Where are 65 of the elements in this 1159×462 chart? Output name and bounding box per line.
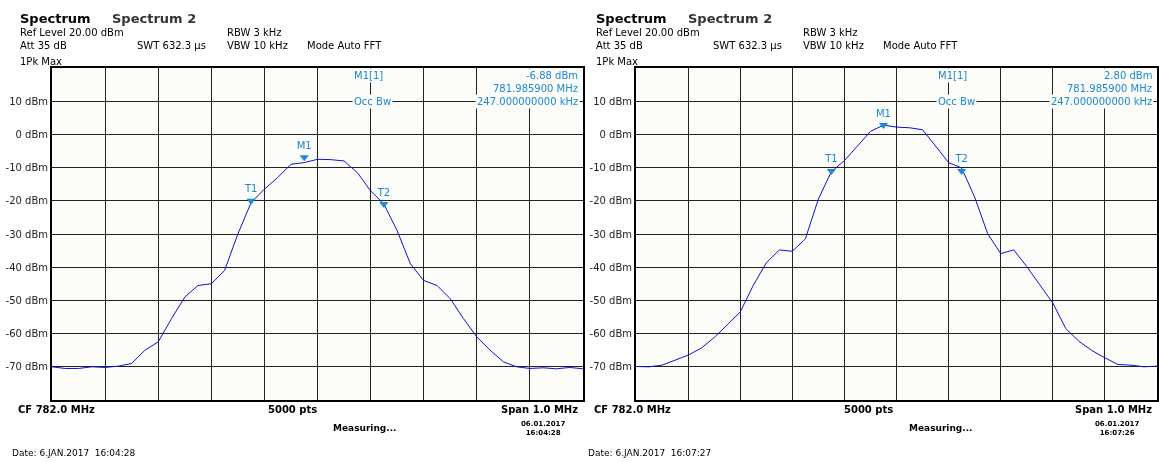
text: Ref Level 20.00 dBm (596, 27, 700, 38)
text: 1Pk Max (596, 56, 639, 67)
data-label: T1 (243, 183, 258, 195)
text: RBW 3 kHz (803, 27, 858, 38)
y-tick-label: -40 dBm (589, 261, 632, 273)
text: Date: 6.JAN.2017 16:04:28 (12, 448, 136, 458)
text: RBW 3 kHz (227, 27, 282, 38)
y-tick-label: -50 dBm (5, 294, 48, 306)
y-tick-label: -50 dBm (589, 294, 632, 306)
line-series (636, 124, 1157, 368)
y-tick-label: 10 dBm (9, 95, 48, 107)
text: Date: 6.JAN.2017 16:07:27 (588, 448, 712, 458)
y-tick-label: -20 dBm (589, 195, 632, 207)
data-label: T1 (824, 153, 838, 165)
text: SWT 632.3 µs (713, 40, 782, 51)
annotation: M1[1] (938, 70, 968, 81)
text: SWT 632.3 µs (137, 40, 206, 51)
y-tick-label: -60 dBm (5, 328, 48, 340)
annotation: 2.80 dBm (1104, 70, 1153, 81)
text: VBW 10 kHz (803, 40, 864, 51)
annotation: Occ Bw (354, 96, 392, 107)
y-tick-label: -30 dBm (5, 228, 48, 240)
text: Att 35 dB (20, 40, 67, 51)
y-tick-label: -10 dBm (589, 162, 632, 174)
text: Spectrum 2 (112, 11, 197, 26)
annotation: 247.000000000 kHz (477, 96, 579, 107)
text: Spectrum 2 (688, 11, 773, 26)
point (299, 155, 309, 162)
text: 5000 pts (844, 404, 894, 415)
text: 5000 pts (268, 404, 318, 415)
y-tick-label: -20 dBm (5, 195, 48, 207)
text: Mode Auto FFT (883, 40, 959, 51)
text: Measuring... (909, 423, 973, 433)
annotation: 247.000000000 kHz (1051, 96, 1153, 107)
point (379, 202, 389, 209)
annotation: M1[1] (354, 70, 384, 81)
text: CF 782.0 MHz (18, 404, 96, 415)
y-tick-label: -30 dBm (589, 228, 632, 240)
y-tick-label: 10 dBm (593, 95, 632, 107)
annotation: Occ Bw (938, 96, 976, 107)
text: Att 35 dB (596, 40, 643, 51)
data-label: T2 (376, 186, 391, 198)
text: Spectrum (596, 11, 667, 26)
y-tick-label: -40 dBm (5, 261, 48, 273)
text: Ref Level 20.00 dBm (20, 27, 124, 38)
text: Measuring... (333, 423, 397, 433)
y-tick-label: -70 dBm (589, 361, 632, 373)
data-label: T2 (954, 153, 968, 165)
text: CF 782.0 MHz (594, 404, 672, 415)
y-tick-label: -10 dBm (5, 162, 48, 174)
data-label: M1 (875, 107, 891, 119)
data-label: M1 (296, 139, 312, 151)
y-tick-label: 0 dBm (15, 128, 48, 140)
text: Spectrum (20, 11, 91, 26)
text: VBW 10 kHz (227, 40, 288, 51)
y-tick-label: -70 dBm (5, 361, 48, 373)
text: Mode Auto FFT (307, 40, 383, 51)
y-tick-label: 0 dBm (599, 128, 632, 140)
annotation: 781.985900 MHz (1067, 83, 1153, 94)
text: Span 1.0 MHz (1075, 404, 1153, 415)
annotation: -6.88 dBm (526, 70, 579, 81)
annotation: 781.985900 MHz (493, 83, 579, 94)
text: 1Pk Max (20, 56, 63, 67)
text: Span 1.0 MHz (501, 404, 579, 415)
y-tick-label: -60 dBm (589, 328, 632, 340)
